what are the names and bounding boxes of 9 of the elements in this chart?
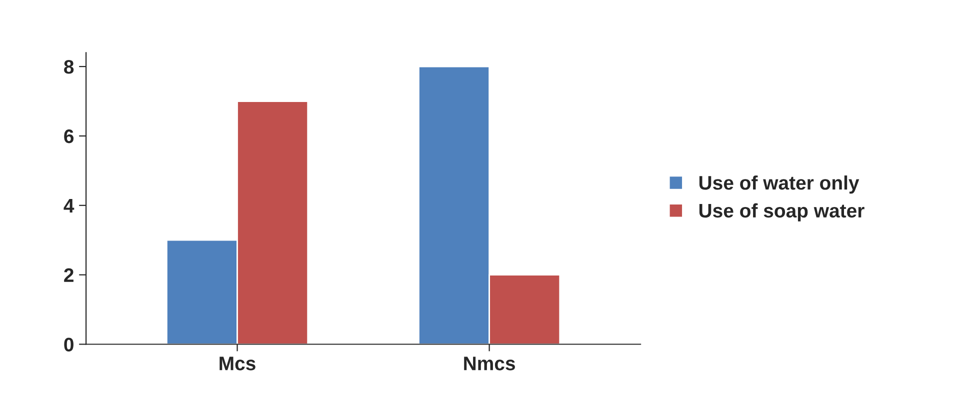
y-tick-label: 8 [64,60,74,74]
y-tick-label: 4 [64,199,74,212]
legend-label: Use of soap water [699,203,864,222]
y-tick-label: 0 [64,338,74,352]
y-tick-label: 2 [64,268,74,282]
y-tick-label: 6 [64,129,74,144]
x-tick-label: Mcs [220,356,256,370]
x-tick-label: Nmcs [464,356,515,370]
legend-label: Use of water only [699,175,860,194]
